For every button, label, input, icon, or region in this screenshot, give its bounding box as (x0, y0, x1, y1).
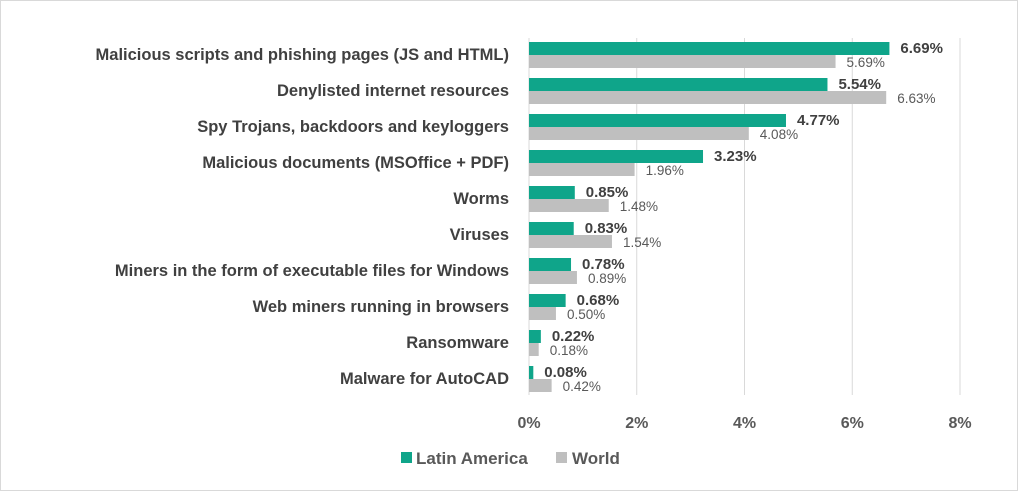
legend-label: Latin America (416, 449, 528, 468)
value-label-latin-america: 5.54% (838, 76, 881, 93)
legend-item-latin-america: Latin America (401, 449, 528, 468)
value-label-latin-america: 0.22% (552, 328, 595, 345)
bar-latin-america (529, 366, 534, 379)
legend-item-world: World (556, 449, 620, 468)
legend-label: World (572, 449, 620, 468)
value-label-world: 0.42% (563, 379, 601, 394)
value-label-latin-america: 0.78% (582, 256, 625, 273)
bar-latin-america (529, 222, 574, 235)
category-label: Denylisted internet resources (277, 82, 509, 100)
x-tick-label: 6% (841, 415, 864, 432)
bar-world (529, 307, 556, 320)
value-label-latin-america: 0.85% (586, 184, 629, 201)
bar-world (529, 55, 836, 68)
bar-latin-america (529, 330, 541, 343)
value-label-latin-america: 3.23% (714, 148, 757, 165)
x-tick-label: 8% (948, 415, 971, 432)
value-label-world: 6.63% (897, 91, 935, 106)
value-label-world: 0.18% (550, 343, 588, 358)
value-label-world: 1.54% (623, 235, 661, 250)
x-axis-tick-labels: 0% 2% 4% 6% 8% (517, 415, 971, 432)
category-labels: Malicious scripts and phishing pages (JS… (96, 46, 510, 388)
value-label-latin-america: 4.77% (797, 112, 840, 129)
bar-world (529, 235, 612, 248)
value-label-world: 0.50% (567, 307, 605, 322)
value-label-world: 4.08% (760, 127, 798, 142)
bars (529, 42, 890, 392)
bar-latin-america (529, 42, 890, 55)
category-label: Ransomware (406, 334, 509, 352)
x-tick-label: 4% (733, 415, 756, 432)
bar-latin-america (529, 114, 786, 127)
category-label: Viruses (450, 226, 509, 244)
bar-world (529, 91, 887, 104)
value-label-world: 5.69% (847, 55, 885, 70)
value-label-latin-america: 0.83% (585, 220, 628, 237)
bar-world (529, 343, 539, 356)
value-label-world: 0.89% (588, 271, 626, 286)
x-tick-label: 0% (517, 415, 540, 432)
bar-world (529, 271, 577, 284)
value-label-world: 1.48% (620, 199, 658, 214)
bar-world (529, 379, 552, 392)
legend: Latin America World (401, 449, 620, 468)
category-label: Spy Trojans, backdoors and keyloggers (197, 118, 509, 136)
bar-latin-america (529, 150, 704, 163)
value-label-latin-america: 0.08% (544, 364, 587, 381)
legend-swatch (556, 452, 567, 463)
bar-latin-america (529, 294, 566, 307)
category-label: Web miners running in browsers (253, 298, 509, 316)
category-label: Malicious scripts and phishing pages (JS… (96, 46, 509, 64)
value-label-world: 1.96% (646, 163, 684, 178)
category-label: Worms (453, 190, 509, 208)
bar-world (529, 127, 749, 140)
category-label: Miners in the form of executable files f… (115, 262, 509, 280)
category-label: Malicious documents (MSOffice + PDF) (202, 154, 509, 172)
category-label: Malware for AutoCAD (340, 370, 509, 388)
value-label-latin-america: 0.68% (577, 292, 620, 309)
bar-latin-america (529, 78, 828, 91)
x-tick-label: 2% (625, 415, 648, 432)
value-label-latin-america: 6.69% (900, 40, 943, 57)
bar-latin-america (529, 186, 575, 199)
value-labels: 6.69% 5.69% 5.54% 6.63% 4.77%4.08%3.23% 1.96%… (544, 40, 943, 394)
bar-world (529, 163, 635, 176)
bar-latin-america (529, 258, 572, 271)
legend-swatch (401, 452, 412, 463)
bar-world (529, 199, 609, 212)
